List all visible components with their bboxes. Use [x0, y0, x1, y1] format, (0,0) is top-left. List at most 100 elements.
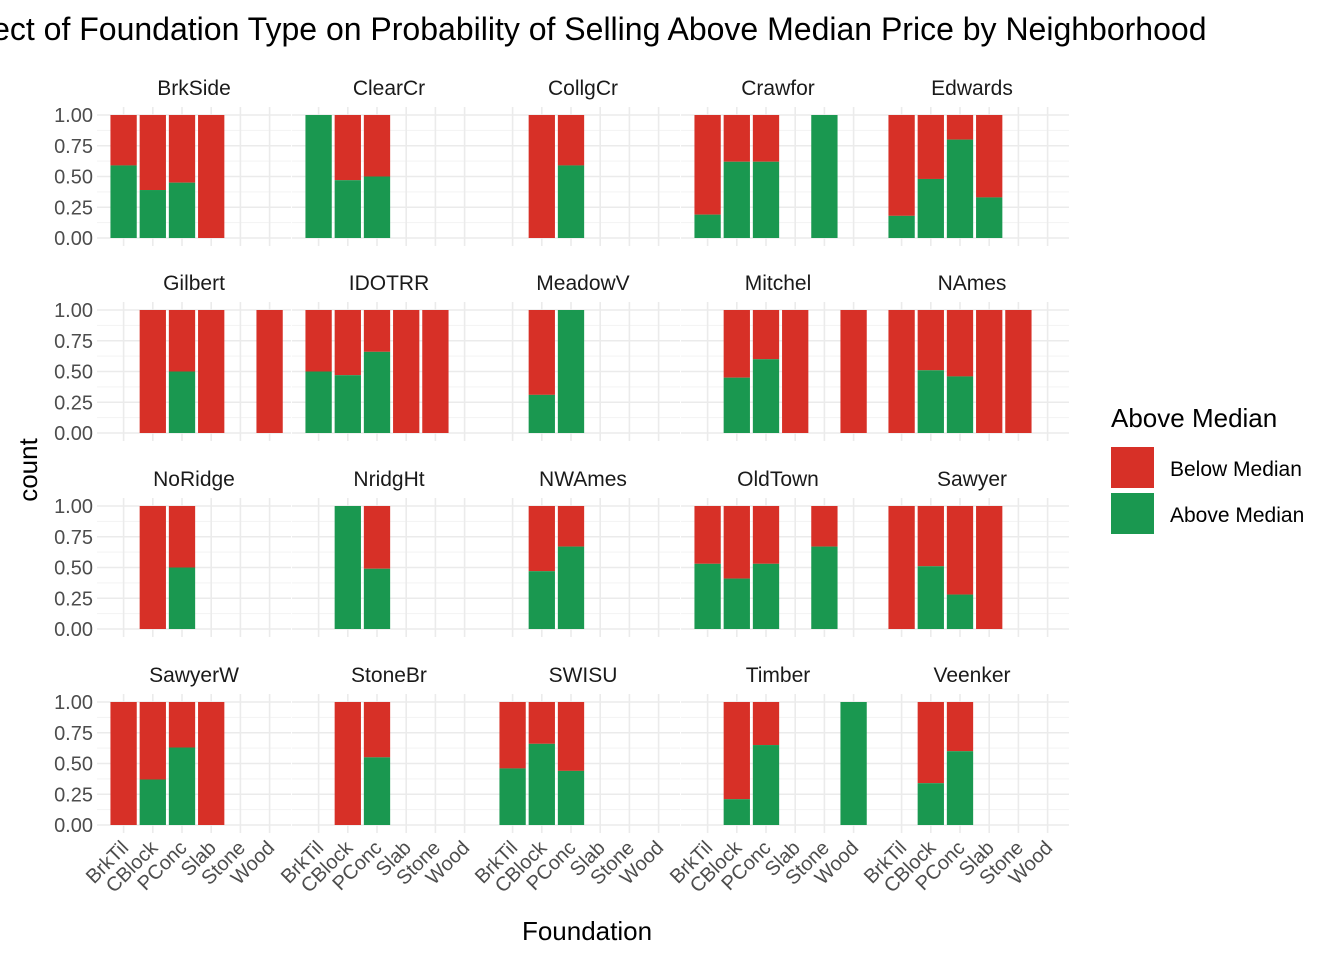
bar-below-median-slab [393, 310, 420, 433]
facet-mitchel: Mitchel [681, 272, 875, 441]
facet-strip-label: IDOTRR [349, 272, 430, 295]
facet-strip-label: NridgHt [353, 468, 424, 491]
legend-title: Above Median [1111, 403, 1277, 433]
y-tick-label: 0.75 [54, 723, 93, 745]
x-axis-title: Foundation [522, 916, 652, 946]
bar-below-median-stone [422, 310, 449, 433]
facet-idotrr: IDOTRR [292, 272, 486, 441]
bar-below-median-slab [782, 310, 809, 433]
facet-strip-label: Crawfor [741, 77, 815, 100]
bar-below-median-cblock [334, 310, 361, 376]
bar-above-median-pconc [168, 567, 196, 629]
y-tick-label: 0.25 [54, 197, 93, 219]
facet-strip-label: NWAmes [539, 468, 627, 491]
facet-crawfor: Crawfor [681, 77, 875, 246]
facet-brkside: BrkSide 0.00 0.25 0.50 0.75 1.00 [54, 77, 291, 250]
facet-strip-label: StoneBr [351, 664, 427, 687]
bar-above-median-pconc [557, 310, 585, 433]
bar-above-median-brktil [110, 165, 137, 238]
bar-below-median-slab [976, 310, 1003, 433]
bar-above-median-cblock [334, 180, 361, 238]
y-tick-label: 1.00 [54, 105, 93, 127]
bar-above-median-cblock [723, 799, 750, 825]
bar-below-median-brktil [694, 506, 721, 564]
bar-above-median-cblock [723, 578, 750, 629]
facet-strip-label: SWISU [549, 664, 618, 687]
bar-above-median-pconc [168, 747, 196, 825]
bar-above-median-pconc [557, 165, 585, 238]
bar-below-median-pconc [168, 310, 196, 372]
bar-above-median-cblock [528, 571, 555, 629]
legend-label-above-median: Above Median [1170, 504, 1304, 527]
bar-below-median-pconc [168, 115, 196, 183]
bar-below-median-pconc [946, 702, 974, 752]
y-tick-label: 0.25 [54, 392, 93, 414]
bar-below-median-cblock [139, 702, 166, 780]
bar-above-median-wood [840, 702, 867, 825]
facet-strip-label: ClearCr [353, 77, 425, 100]
chart-title: Effect of Foundation Type on Probability… [0, 11, 1206, 47]
facet-collgcr: CollgCr [486, 77, 680, 246]
bar-below-median-pconc [752, 702, 780, 746]
bar-above-median-pconc [557, 770, 585, 825]
facet-meadowv: MeadowV [486, 272, 680, 441]
bar-above-median-cblock [528, 394, 555, 433]
facet-strip-label: Edwards [931, 77, 1013, 100]
y-tick-label: 0.50 [54, 754, 93, 776]
bar-above-median-pconc [752, 563, 780, 629]
bar-below-median-cblock [139, 310, 166, 433]
y-tick-label: 1.00 [54, 692, 93, 714]
bar-above-median-cblock [723, 161, 750, 238]
bar-above-median-pconc [752, 359, 780, 433]
bar-above-median-cblock [917, 783, 944, 825]
legend-key-below-median [1111, 447, 1154, 488]
facet-strip-label: Gilbert [163, 272, 225, 295]
facet-strip-label: Veenker [933, 664, 1010, 687]
facet-clearcr: ClearCr [292, 77, 486, 246]
bar-above-median-pconc [946, 139, 974, 238]
bar-below-median-cblock [917, 310, 944, 371]
bar-above-median-cblock [334, 375, 361, 433]
bar-below-median-pconc [363, 702, 391, 758]
y-tick-label: 0.75 [54, 331, 93, 353]
bar-below-median-brktil [694, 115, 721, 215]
bar-below-median-stone [811, 506, 838, 547]
bar-above-median-cblock [917, 178, 944, 238]
bar-below-median-pconc [557, 506, 585, 547]
facet-nridght: NridgHt [292, 468, 486, 637]
bar-above-median-pconc [363, 568, 391, 629]
facet-sawyerw: SawyerW0.000.250.500.751.00BrkTilCBlockP… [54, 664, 291, 897]
bar-below-median-cblock [528, 115, 555, 238]
facet-noridge: NoRidge 0.00 0.25 0.50 0.75 1.00 [54, 468, 291, 641]
facet-strip-label: NAmes [938, 272, 1007, 295]
y-tick-label: 0.50 [54, 558, 93, 580]
y-tick-label: 0.75 [54, 527, 93, 549]
bar-below-median-pconc [946, 310, 974, 377]
bar-above-median-pconc [363, 757, 391, 825]
y-tick-label: 0.00 [54, 228, 93, 250]
bar-below-median-pconc [557, 702, 585, 771]
y-tick-label: 0.00 [54, 619, 93, 641]
bar-below-median-pconc [752, 115, 780, 162]
bar-above-median-cblock [334, 506, 361, 629]
bar-above-median-cblock [139, 779, 166, 825]
facet-panels: BrkSide 0.00 0.25 0.50 0.75 1.00 ClearCr CollgC… [54, 77, 1069, 897]
y-tick-label: 0.00 [54, 815, 93, 837]
bar-below-median-cblock [528, 310, 555, 395]
bar-below-median-slab [198, 115, 225, 238]
bar-below-median-brktil [888, 115, 915, 216]
bar-above-median-pconc [363, 176, 391, 238]
bar-below-median-stone [1005, 310, 1032, 433]
bar-above-median-slab [976, 197, 1003, 238]
facet-names: NAmes [875, 272, 1069, 441]
bar-above-median-pconc [752, 161, 780, 238]
bar-above-median-pconc [752, 745, 780, 825]
bar-below-median-cblock [723, 702, 750, 800]
bar-below-median-pconc [946, 506, 974, 595]
bar-below-median-cblock [334, 702, 361, 825]
bar-below-median-brktil [888, 506, 915, 629]
